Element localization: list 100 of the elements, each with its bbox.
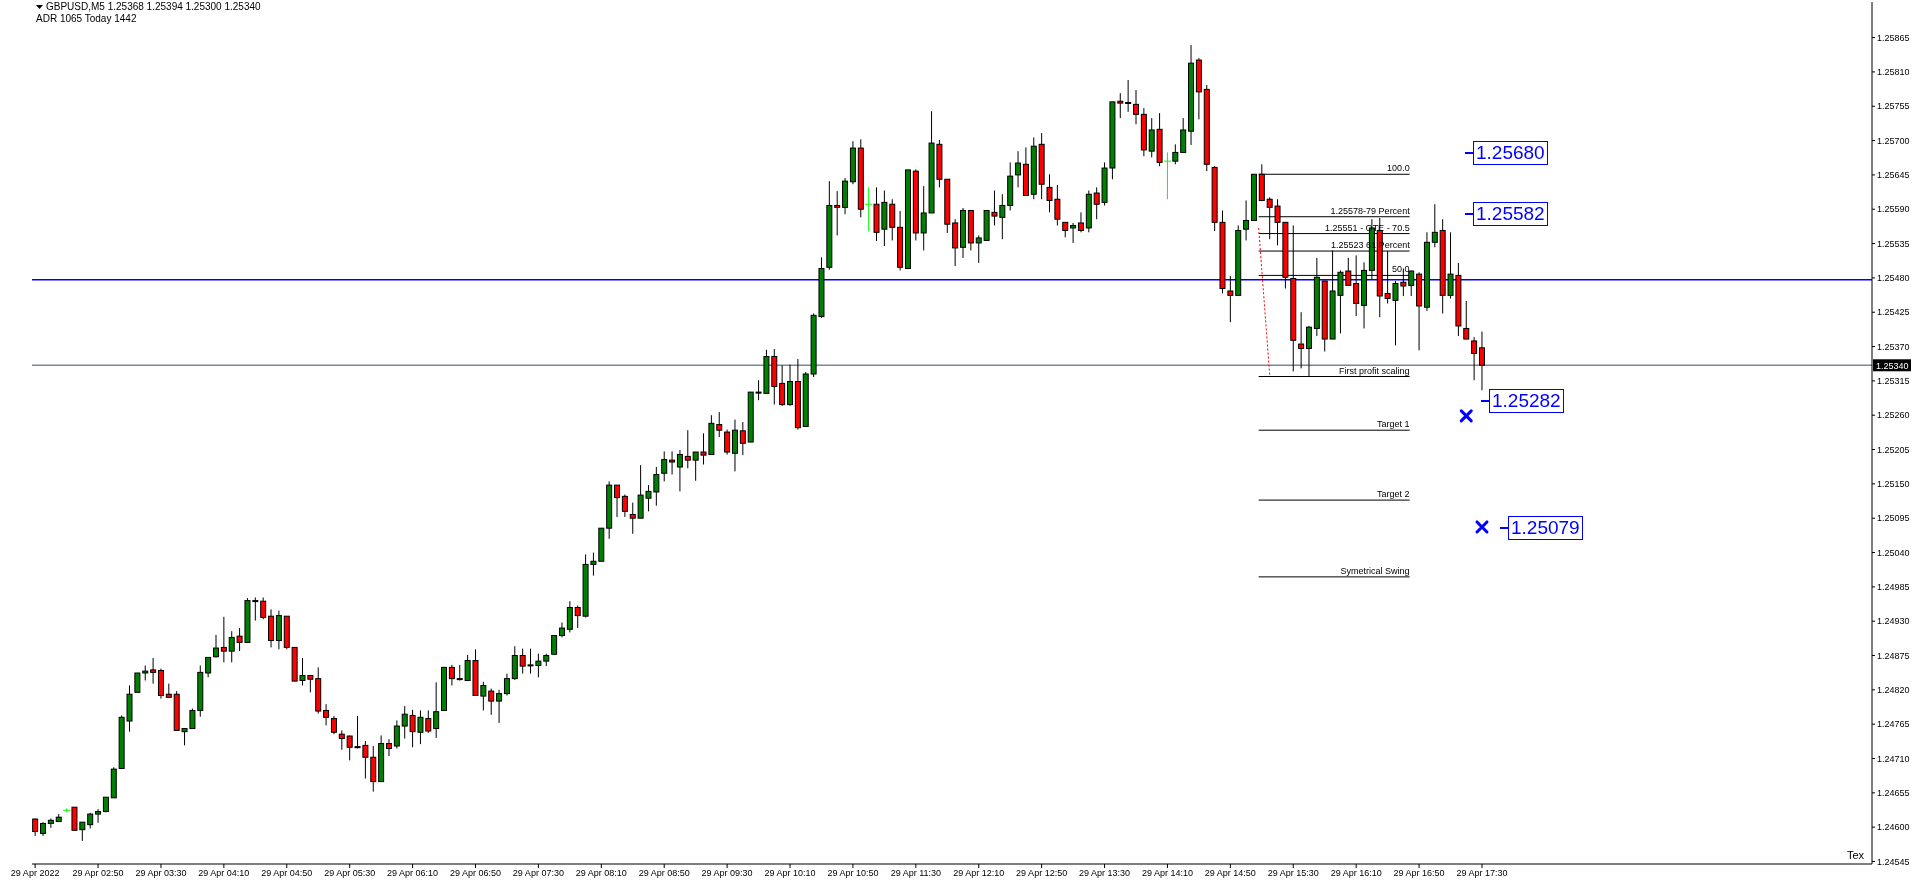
x-tick-label: 29 Apr 14:50: [1204, 868, 1256, 879]
x-tick-label: 29 Apr 03:30: [135, 868, 187, 879]
annotation: 1.25680: [1476, 142, 1545, 163]
candlestick: [1463, 300, 1470, 340]
x-tick-label: 29 Apr 08:10: [575, 868, 627, 879]
x-tick-label: 29 Apr 07:30: [512, 868, 564, 879]
annotation: 1.25582: [1476, 203, 1545, 224]
candlestick: [551, 635, 558, 655]
candlestick: [787, 364, 794, 407]
y-tick-label: 1.25810: [1877, 67, 1910, 78]
x-tick-label: 29 Apr 04:50: [261, 868, 313, 879]
y-tick-label: 1.25700: [1877, 135, 1910, 146]
y-tick-label: 1.25645: [1877, 170, 1910, 181]
candlestick: [330, 715, 337, 735]
chart-title: GBPUSD,M5 1.25368 1.25394 1.25300 1.25340: [46, 1, 261, 12]
candlestick: [220, 616, 227, 663]
text: ADR 1065 Today 1442: [36, 13, 137, 24]
y-tick-label: 1.25260: [1877, 410, 1910, 421]
x-tick-label: 29 Apr 16:50: [1393, 868, 1445, 879]
x-tick-label: 29 Apr 02:50: [72, 868, 124, 879]
candlestick: [1180, 117, 1187, 153]
y-tick-label: 1.24930: [1877, 616, 1910, 627]
candlestick: [393, 719, 400, 750]
x-tick-label: 29 Apr 11:30: [890, 868, 942, 879]
candlestick: [150, 657, 157, 685]
candlestick: [338, 729, 345, 751]
x-tick-label: 29 Apr 2022: [10, 868, 60, 879]
series-label: Target 2: [1377, 489, 1410, 500]
candlestick: [385, 738, 392, 757]
y-tick-label: 1.25535: [1877, 238, 1910, 249]
candlestick: [676, 449, 683, 492]
y-tick-label: 1.25865: [1877, 32, 1910, 43]
candlestick: [731, 419, 738, 472]
candlestick: [566, 600, 573, 633]
y-tick-label: 1.24765: [1877, 719, 1910, 730]
x-tick-label: 29 Apr 06:50: [449, 868, 502, 879]
series-label: 100.0: [1387, 163, 1410, 174]
y-tick-label: 1.24710: [1877, 753, 1910, 764]
candlestick: [47, 817, 54, 829]
x-tick-label: 29 Apr 13:30: [1079, 868, 1131, 879]
candlestick: [621, 493, 628, 518]
x-tick-label: 29 Apr 14:10: [1141, 868, 1193, 879]
y-tick-label: 1.24600: [1877, 822, 1910, 833]
candlestick: [503, 673, 510, 696]
x-tick-label: 29 Apr 12:10: [953, 868, 1005, 879]
y-tick-label: 1.24875: [1877, 650, 1910, 661]
y-tick-label: 1.25755: [1877, 101, 1910, 112]
candlestick: [1077, 211, 1084, 233]
candlestick: [669, 450, 676, 476]
x-tick-label: 29 Apr 15:30: [1267, 868, 1319, 879]
candlestick: [205, 656, 212, 678]
x-tick-label: 29 Apr 06:10: [387, 868, 439, 879]
y-tick-label: 1.24820: [1877, 685, 1910, 696]
candlestick: [1471, 336, 1478, 381]
y-tick-label: 1.25095: [1877, 513, 1910, 524]
x-tick-label: 29 Apr 09:30: [701, 868, 753, 879]
ref-line-label: 1.25340: [1876, 360, 1909, 371]
x-tick-label: 29 Apr 08:50: [638, 868, 690, 879]
candlestick: [779, 364, 786, 407]
candlestick: [448, 664, 455, 686]
candlestick: [1298, 311, 1305, 369]
y-tick-label: 1.25425: [1877, 307, 1910, 318]
candlestick: [834, 190, 841, 236]
y-tick-label: 1.25370: [1877, 341, 1910, 352]
annotation: 1.25282: [1492, 390, 1561, 411]
y-tick-label: 1.24985: [1877, 582, 1910, 593]
series-label: Symetrical Swing: [1340, 565, 1410, 576]
candlestick: [661, 450, 668, 482]
candlestick: [739, 421, 746, 456]
y-tick-label: 1.24545: [1877, 856, 1910, 867]
candlestick: [95, 808, 102, 824]
y-tick-label: 1.25590: [1877, 204, 1910, 215]
x-tick-label: 29 Apr 12:50: [1016, 868, 1068, 879]
x-tick-label: 29 Apr 10:50: [827, 868, 879, 879]
candlestick: [1431, 203, 1438, 248]
candlestick: [496, 689, 503, 724]
candlestick: [1163, 151, 1172, 200]
y-tick-label: 1.25480: [1877, 273, 1910, 284]
y-tick-label: 1.25315: [1877, 376, 1910, 387]
y-tick-label: 1.24655: [1877, 788, 1910, 799]
x-tick-label: 29 Apr 17:30: [1456, 868, 1508, 879]
series-label: 50.0: [1392, 264, 1410, 275]
y-tick-label: 1.25150: [1877, 479, 1910, 490]
candlestick: [614, 484, 621, 518]
candlestick: [864, 186, 873, 232]
x-tick-label: 29 Apr 10:10: [764, 868, 816, 879]
candlestick: [1243, 199, 1250, 241]
x-tick-label: 29 Apr 04:10: [198, 868, 250, 879]
series-label: 1.25578-79 Percent: [1330, 205, 1411, 216]
x-tick-label: 29 Apr 05:30: [324, 868, 376, 879]
x-tick-label: 29 Apr 16:10: [1330, 868, 1382, 879]
candlestick: [1478, 331, 1485, 391]
candlestick: [433, 681, 440, 739]
candlestick: [1125, 79, 1132, 113]
candlestick: [511, 645, 518, 681]
y-tick-label: 1.25205: [1877, 444, 1910, 455]
annotation: 1.25079: [1511, 517, 1580, 538]
series-label: First profit scaling: [1339, 365, 1410, 376]
candlestick: [1133, 89, 1139, 125]
y-tick-label: 1.25040: [1877, 547, 1910, 558]
